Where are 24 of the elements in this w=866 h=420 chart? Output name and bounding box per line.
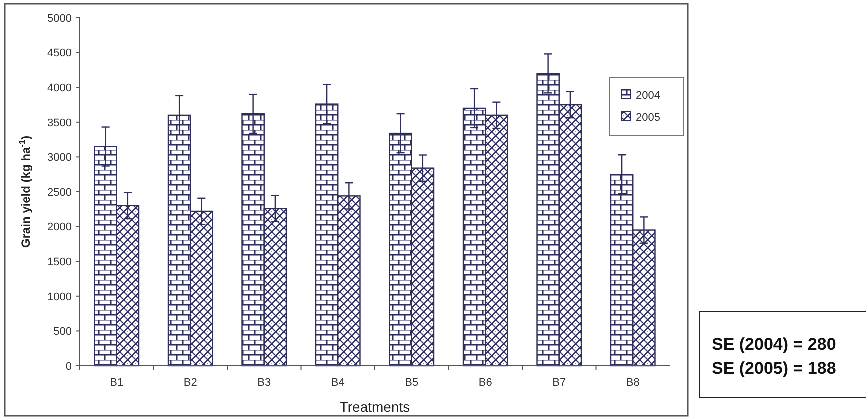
x-axis-title: Treatments [340, 399, 410, 415]
x-tick-label: B1 [110, 377, 124, 389]
y-tick-label: 5000 [48, 12, 72, 25]
y-tick-label: 2500 [48, 186, 72, 199]
y-tick-label: 3000 [48, 152, 72, 164]
y-tick-label: 1000 [48, 291, 72, 304]
x-tick-label: B6 [478, 377, 492, 389]
y-tick-label: 0 [66, 360, 72, 373]
y-tick-label: 1500 [48, 256, 72, 268]
x-tick-label: B7 [552, 377, 566, 389]
x-tick-label: B2 [184, 377, 198, 389]
x-tick-label: B8 [626, 377, 640, 389]
x-tick-label: B5 [405, 377, 419, 389]
x-tick-label: B4 [331, 377, 345, 389]
y-tick-label: 4000 [48, 82, 72, 94]
text: SE (2005) = 188 [712, 359, 836, 378]
y-tick-label: 500 [54, 326, 72, 338]
y-tick-label: 2000 [48, 222, 72, 234]
legend-label: 2004 [636, 90, 660, 102]
text: SE (2004) = 280 [712, 335, 836, 354]
y-tick-label: 3500 [48, 117, 72, 130]
legend-label: 2005 [636, 112, 660, 124]
x-tick-label: B3 [258, 377, 272, 389]
y-tick-label: 4500 [48, 48, 72, 60]
